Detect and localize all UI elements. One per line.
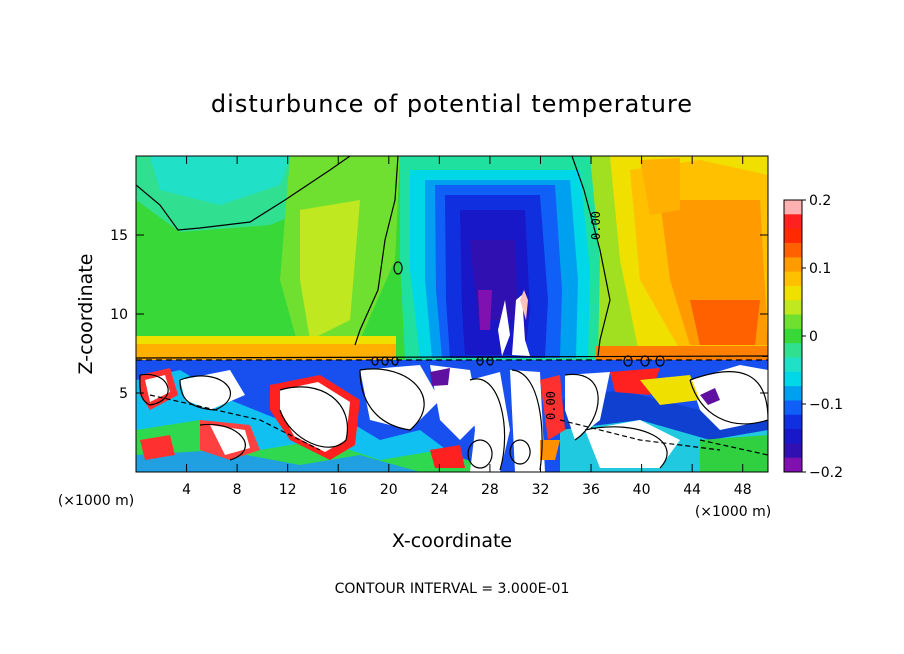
colorbar-swatch: [784, 400, 802, 416]
colorbar-swatch: [784, 343, 802, 358]
x-tick-label: 28: [481, 482, 499, 498]
y-tick-label: 10: [110, 307, 128, 323]
x-tick-label: 20: [380, 482, 398, 498]
colorbar-tick-label: 0.2: [809, 193, 831, 209]
x-tick-label: 4: [182, 482, 191, 498]
x-unit-left: (×1000 m): [58, 493, 134, 509]
colorbar-swatch: [784, 200, 802, 215]
colorbar: 0.2 0.1 0 −0.1 −0.2: [783, 193, 843, 481]
colorbar-swatch: [784, 457, 802, 473]
x-tick-label: 8: [233, 482, 242, 498]
colorbar-tick-label: −0.2: [809, 465, 843, 481]
x-axis-label: X-coordinate: [392, 530, 512, 552]
y-axis-label: Z-coordinate: [75, 254, 97, 375]
y-axis: 5 10 15: [110, 228, 768, 402]
colorbar-swatch: [784, 328, 802, 344]
x-tick-label: 44: [683, 482, 701, 498]
colorbar-swatch: [784, 429, 802, 444]
colorbar-swatch: [784, 357, 802, 373]
y-tick-label: 5: [119, 386, 128, 402]
x-tick-label: 32: [532, 482, 550, 498]
x-tick-label: 40: [633, 482, 651, 498]
colorbar-swatch: [784, 414, 802, 430]
chart-title: disturbunce of potential temperature: [211, 90, 693, 118]
colorbar-swatch: [784, 228, 802, 244]
contour-lines: [136, 156, 768, 471]
colorbar-swatch: [784, 371, 802, 387]
colorbar-swatch: [784, 214, 802, 230]
colorbar-swatch: [784, 386, 802, 401]
x-tick-label: 36: [582, 482, 600, 498]
colorbar-tick-label: 0.1: [809, 261, 831, 277]
colorbar-swatch: [784, 242, 802, 258]
colorbar-tick-label: 0: [809, 329, 818, 345]
x-tick-label: 16: [329, 482, 347, 498]
contour-interval-note: CONTOUR INTERVAL = 3.000E-01: [335, 581, 570, 597]
x-tick-label: 24: [430, 482, 448, 498]
heatmap-field: 0.00 0.00: [136, 156, 768, 472]
contour-label-upper: 0.00: [589, 211, 603, 240]
colorbar-swatch: [784, 285, 802, 301]
colorbar-tick-label: −0.1: [809, 397, 843, 413]
y-tick-label: 15: [110, 228, 128, 244]
x-axis: 4 8 12 16 20 24 28 32 36 40 44 48: [182, 156, 752, 498]
x-unit-right: (×1000 m): [695, 504, 771, 520]
colorbar-swatch: [784, 257, 802, 273]
contour-label-lower: 0.00: [544, 391, 558, 420]
colorbar-swatch: [784, 300, 802, 316]
x-tick-label: 48: [734, 482, 752, 498]
x-tick-label: 12: [279, 482, 297, 498]
colorbar-swatch: [784, 271, 802, 287]
colorbar-swatch: [784, 314, 802, 330]
colorbar-swatch: [784, 443, 802, 459]
